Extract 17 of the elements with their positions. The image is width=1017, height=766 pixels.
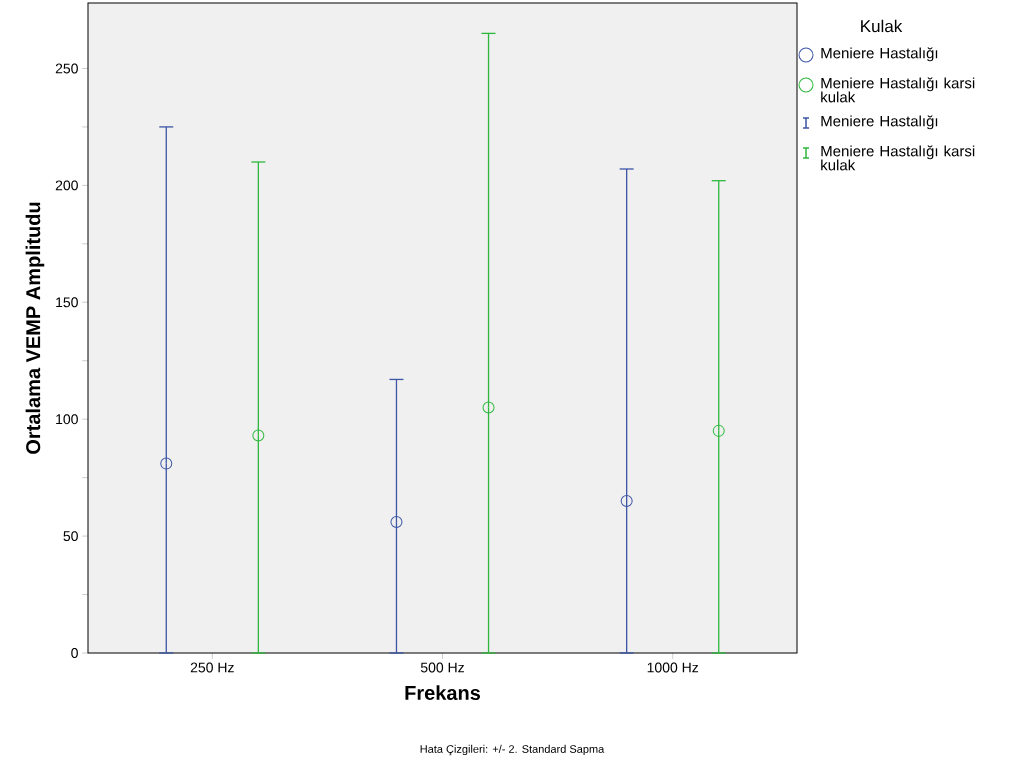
x-tick-label: 1000 Hz bbox=[647, 662, 699, 673]
text: Meniere Hastalığı bbox=[821, 47, 938, 62]
y-axis-title: Ortalama VEMP Amplitudu bbox=[25, 202, 45, 454]
text: Meniere Hastalığı karsi kulak bbox=[821, 77, 975, 103]
y-tick-label: 200 bbox=[55, 180, 78, 191]
y-tick-label: 50 bbox=[63, 531, 78, 542]
y-tick-label: 250 bbox=[55, 63, 78, 74]
legend-label: Meniere Hastalığı bbox=[821, 115, 938, 130]
y-tick-label: 100 bbox=[56, 414, 78, 425]
x-tick-label: 500 Hz bbox=[420, 662, 464, 673]
x-axis-title: Frekans bbox=[405, 685, 481, 700]
y-tick-label: 0 bbox=[71, 648, 78, 658]
legend-label: Meniere Hastalığı karsi kulak bbox=[821, 145, 975, 171]
legend-title: Kulak bbox=[861, 19, 903, 33]
x-tick-label: 250 Hz bbox=[190, 662, 234, 673]
text: Hata Çizgileri: +/- 2. Standard Sapma bbox=[420, 744, 605, 756]
y-tick-label: 150 bbox=[56, 297, 78, 308]
